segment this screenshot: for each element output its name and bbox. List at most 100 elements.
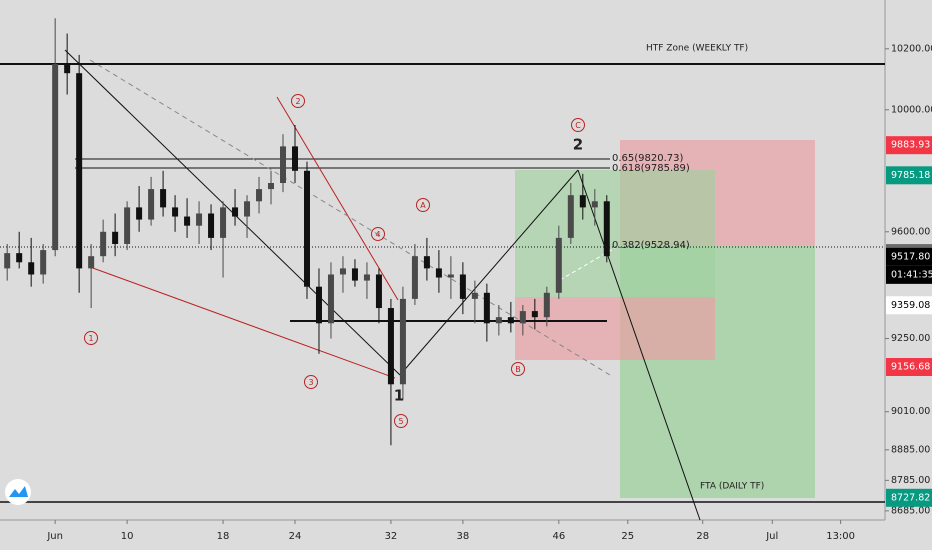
- wave-label: 3: [308, 378, 313, 387]
- target-zone: [515, 170, 715, 297]
- candle-body: [507, 317, 514, 324]
- annotation: 0.618(9785.89): [612, 163, 690, 174]
- y-tick-label: 10000.00: [891, 104, 932, 115]
- candle-body: [172, 207, 179, 217]
- candle-body: [471, 292, 478, 299]
- wave-label: 4: [375, 230, 380, 239]
- candle-body: [351, 268, 358, 281]
- candle-body: [148, 189, 155, 220]
- trend-line: [577, 169, 701, 521]
- candle-body: [375, 274, 382, 309]
- candle-body: [483, 292, 490, 324]
- x-tick-label: 32: [385, 531, 398, 542]
- logo: [5, 479, 31, 505]
- x-tick-label: 24: [289, 531, 302, 542]
- x-tick-label: 38: [457, 531, 470, 542]
- price-tag-label: 8727.82: [891, 492, 930, 503]
- candle-body: [411, 256, 418, 299]
- candle-body: [579, 195, 586, 208]
- wave-label: A: [420, 201, 426, 210]
- dashed-line: [559, 244, 621, 281]
- candle-body: [208, 213, 215, 238]
- candle-body: [531, 311, 538, 318]
- wave-label: 5: [398, 417, 403, 426]
- candle-body: [52, 64, 59, 251]
- candle-body: [16, 253, 23, 263]
- wave-label: 2: [295, 97, 300, 106]
- candle-body: [303, 170, 310, 287]
- candle-body: [363, 274, 370, 281]
- candle-body: [327, 274, 334, 324]
- wave-label: C: [575, 121, 581, 130]
- price-tag: [886, 357, 932, 376]
- candle-body: [567, 195, 574, 238]
- candle-body: [519, 311, 526, 324]
- x-tick-label: Jun: [46, 531, 63, 542]
- annotation: 0.382(9528.94): [612, 240, 690, 251]
- candle-body: [244, 201, 251, 217]
- trend-line: [399, 169, 579, 376]
- candle-body: [603, 201, 610, 257]
- x-tick-label: 13:00: [826, 531, 855, 542]
- wave-circle: [416, 198, 430, 212]
- candle-body: [292, 146, 298, 171]
- candle-body: [280, 146, 287, 183]
- candle-body: [387, 308, 394, 385]
- candle-body: [268, 182, 275, 190]
- wave-circle: [304, 375, 318, 389]
- candle-body: [160, 189, 167, 208]
- candle-body: [196, 213, 203, 226]
- price-tag: [886, 166, 932, 185]
- candle-body: [100, 231, 107, 257]
- candle-body: [315, 286, 322, 324]
- candle-body: [28, 262, 35, 275]
- x-tick-label: 10: [121, 531, 134, 542]
- candle-body: [555, 237, 562, 293]
- candle-body: [136, 207, 143, 220]
- candle-body: [495, 317, 502, 324]
- annotation: FTA (DAILY TF): [700, 482, 764, 492]
- y-tick-label: 8885.00: [891, 444, 930, 455]
- candle-body: [64, 64, 71, 74]
- price-tag-label: 9883.93: [891, 140, 930, 151]
- y-tick-label: 8685.00: [891, 505, 930, 516]
- price-tag-label: 9785.18: [891, 170, 930, 181]
- candle-body: [435, 268, 442, 278]
- y-tick-label: 9600.00: [891, 226, 930, 237]
- countdown-tag: [886, 265, 932, 284]
- wave-label: B: [515, 365, 521, 374]
- price-tag-label: 9156.68: [891, 361, 930, 372]
- x-tick-label: 28: [696, 531, 709, 542]
- y-tick-label: 8785.00: [891, 475, 930, 486]
- price-tag-label: 9359.08: [891, 300, 930, 311]
- wedge-line: [89, 266, 396, 379]
- x-tick-label: 18: [217, 531, 230, 542]
- candle-body: [124, 207, 131, 244]
- candle-body: [423, 256, 430, 269]
- candle-body: [184, 216, 191, 226]
- wave-circle: [84, 331, 98, 345]
- annotation: HTF Zone (WEEKLY TF): [646, 44, 748, 54]
- wave-circle: [371, 227, 385, 241]
- y-tick-label: 9250.00: [891, 333, 930, 344]
- wedge-line: [276, 96, 399, 301]
- wave-circle: [394, 414, 408, 428]
- candle-body: [40, 250, 47, 275]
- candle-body: [4, 253, 11, 269]
- candle-body: [543, 292, 550, 318]
- price-tag: [886, 488, 932, 507]
- candle-body: [220, 207, 227, 238]
- annotation: 0.65(9820.73): [612, 153, 684, 164]
- candle-body: [399, 298, 406, 385]
- y-tick-label: 10200.00: [891, 43, 932, 54]
- x-tick-label: Jul: [765, 531, 778, 542]
- candle-body: [232, 207, 239, 217]
- x-tick-label: 25: [621, 531, 634, 542]
- candle-body: [88, 256, 95, 269]
- candle-body: [339, 268, 346, 275]
- wave-label: 1: [88, 334, 93, 343]
- candle-body: [459, 274, 466, 299]
- price-tag: [886, 296, 932, 315]
